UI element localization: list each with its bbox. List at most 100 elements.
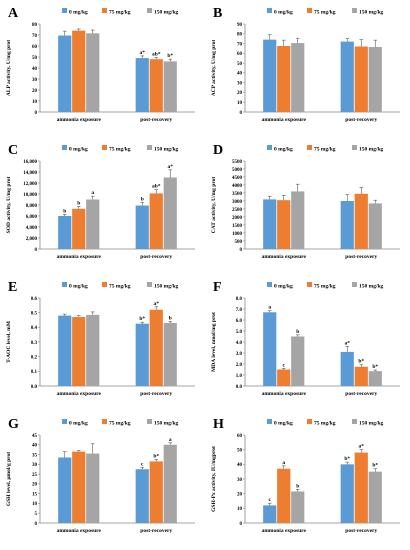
- x-tick-label: ammonia exposure: [262, 117, 307, 123]
- y-tick-label: 30: [32, 463, 38, 468]
- bar: [277, 369, 291, 386]
- legend-swatch: [102, 419, 107, 424]
- bar: [149, 59, 163, 112]
- bar: [149, 309, 163, 386]
- y-tick-label: 40: [237, 463, 243, 468]
- bar: [163, 444, 177, 523]
- bar: [149, 193, 163, 249]
- significance-letter: ab*: [152, 52, 161, 58]
- significance-letter: b: [141, 196, 144, 202]
- legend: 0 mg/kg 75 mg/kg 150 mg/kg: [267, 282, 384, 290]
- legend-label: 0 mg/kg: [274, 284, 293, 290]
- legend-swatch: [307, 145, 312, 150]
- legend-label: 150 mg/kg: [359, 284, 384, 290]
- legend-label: 150 mg/kg: [154, 421, 179, 427]
- bar: [277, 200, 291, 249]
- y-tick-label: 0.6: [31, 297, 38, 302]
- y-tick-label: 10: [32, 502, 38, 507]
- y-axis-label: T-AOC level, mM: [6, 320, 12, 363]
- y-axis-label: GSH level, µmol/g prot: [6, 452, 12, 506]
- legend-swatch: [352, 419, 357, 424]
- y-tick-label: 60: [237, 434, 243, 439]
- x-tick-label: ammonia exposure: [262, 254, 307, 260]
- y-tick-label: 0: [35, 522, 38, 527]
- y-tick-label: 2,000: [26, 237, 38, 242]
- y-axis-label: ACP activity, U/mg prot: [211, 40, 217, 97]
- panel-c: C 0 mg/kg 75 mg/kg 150 mg/kg SOD activity, U…: [6, 143, 195, 260]
- y-axis-label: SOD activity, U/mg prot: [6, 176, 12, 233]
- significance-letter: ab*: [152, 184, 161, 190]
- bar: [340, 201, 354, 249]
- y-tick-label: 30: [237, 478, 243, 483]
- legend-swatch: [102, 8, 107, 13]
- bar: [340, 41, 354, 112]
- y-tick-label: 5: [35, 512, 38, 517]
- bar: [163, 322, 177, 386]
- significance-letter: b*: [372, 364, 378, 370]
- y-tick-label: 50: [237, 448, 243, 453]
- significance-letter: a: [91, 190, 94, 196]
- x-tick-label: ammonia exposure: [57, 528, 102, 534]
- y-tick-label: 1000: [232, 232, 243, 237]
- y-tick-label: 1500: [232, 224, 243, 229]
- bar: [263, 39, 277, 113]
- y-tick-label: 25: [32, 473, 38, 478]
- y-tick-label: 70: [32, 34, 38, 39]
- significance-letter: c: [141, 461, 144, 467]
- legend-label: 75 mg/kg: [314, 284, 336, 290]
- bar: [340, 464, 354, 523]
- y-tick-label: 5.0: [236, 330, 243, 335]
- legend-label: 0 mg/kg: [274, 147, 293, 153]
- y-tick-label: 14,000: [23, 171, 37, 176]
- y-axis-label: CAT activity, U/mg prot: [211, 177, 217, 234]
- y-tick-label: 0: [35, 111, 38, 116]
- y-tick-label: 35: [32, 453, 38, 458]
- significance-letter: c: [269, 497, 272, 503]
- x-tick-label: ammonia exposure: [57, 391, 102, 397]
- significance-letter: b*: [372, 463, 378, 469]
- x-tick-label: post-recovery: [345, 254, 377, 260]
- bar: [354, 193, 368, 249]
- legend-label: 150 mg/kg: [154, 284, 179, 290]
- x-tick-label: post-recovery: [345, 391, 377, 397]
- x-tick-label: post-recovery: [140, 254, 172, 260]
- y-tick-label: 8.0: [236, 297, 243, 302]
- y-tick-label: 15: [32, 492, 38, 497]
- bar: [163, 61, 177, 112]
- bar: [135, 205, 149, 249]
- bar: [72, 317, 86, 386]
- panel-a: A 0 mg/kg 75 mg/kg 150 mg/kg ALP activity, U…: [6, 6, 195, 123]
- y-tick-label: 6,000: [26, 215, 38, 220]
- bar: [72, 451, 86, 523]
- y-tick-label: 500: [235, 240, 243, 245]
- y-tick-label: 3000: [232, 200, 243, 205]
- panel-b: B 0 mg/kg 75 mg/kg 150 mg/kg ACP activity, U…: [211, 6, 400, 123]
- bar: [263, 199, 277, 249]
- y-tick-label: 12,000: [23, 182, 37, 187]
- significance-letter: a*: [359, 444, 365, 450]
- significance-letter: b: [296, 483, 299, 489]
- legend: 0 mg/kg 75 mg/kg 150 mg/kg: [267, 145, 384, 153]
- y-tick-label: 40: [32, 444, 38, 449]
- y-tick-label: 10: [237, 507, 243, 512]
- significance-letter: a*: [345, 340, 351, 346]
- bar: [58, 35, 72, 112]
- legend-label: 0 mg/kg: [69, 284, 88, 290]
- y-tick-label: 0: [240, 248, 243, 253]
- legend-label: 75 mg/kg: [314, 421, 336, 427]
- significance-letter: a: [169, 437, 172, 443]
- y-axis-label: GSH-Px activity, IU/mgprot: [211, 446, 217, 512]
- y-tick-label: 10: [32, 100, 38, 105]
- legend-label: 0 mg/kg: [69, 421, 88, 427]
- legend: 0 mg/kg 75 mg/kg 150 mg/kg: [62, 282, 179, 290]
- y-tick-label: 10: [237, 101, 243, 106]
- y-axis-label: MDA level, nmol/mg prot: [211, 312, 217, 372]
- legend-swatch: [267, 8, 272, 13]
- y-tick-label: 45: [32, 434, 38, 439]
- legend-swatch: [147, 419, 152, 424]
- y-tick-label: 50: [237, 62, 243, 67]
- y-tick-label: 30: [237, 81, 243, 86]
- legend-label: 150 mg/kg: [154, 10, 179, 16]
- y-tick-label: 8,000: [26, 204, 38, 209]
